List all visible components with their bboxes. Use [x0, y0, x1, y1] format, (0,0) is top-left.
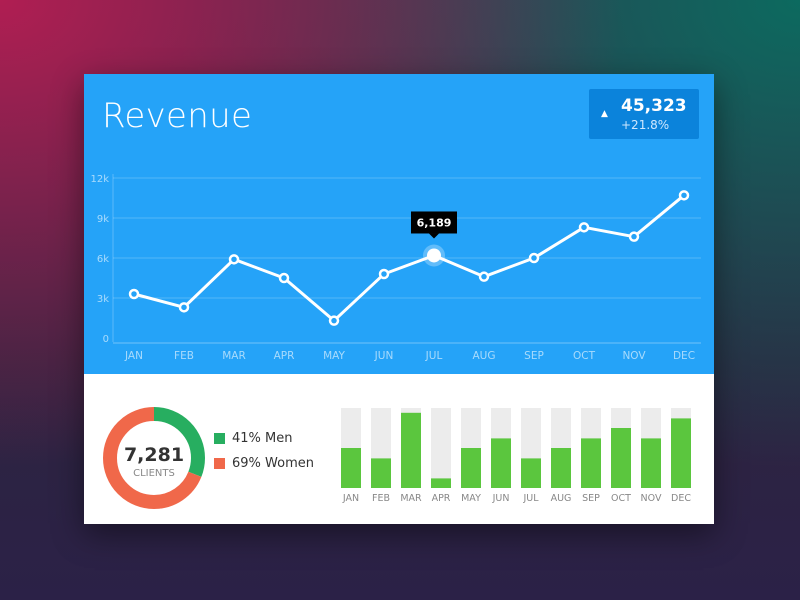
x-tick-label: NOV — [622, 350, 646, 362]
legend-label-men: 41% Men — [232, 431, 293, 446]
bar — [341, 448, 361, 488]
x-tick-label: MAY — [323, 350, 345, 362]
bar — [431, 478, 451, 488]
revenue-line-chart: 0 3k 6k 9k 12k JAN FEB MAR APR MAY JUN JUL AUG SEP OCT… — [90, 174, 701, 362]
bar-track — [431, 408, 451, 488]
x-tick-label: OCT — [573, 350, 596, 362]
x-tick-label: APR — [274, 350, 295, 362]
kpi-badge: ▲ 45,323 +21.8% — [589, 89, 699, 139]
y-tick-label: 9k — [97, 214, 109, 225]
bar-x-label: JUN — [492, 493, 510, 504]
y-tick-label: 12k — [90, 174, 109, 185]
bar — [461, 448, 481, 488]
data-point — [678, 190, 690, 201]
bar-x-label: DEC — [671, 493, 691, 504]
bar-x-label: SEP — [582, 493, 600, 504]
kpi-value: 45,323 — [621, 96, 687, 116]
data-point-highlight — [427, 248, 441, 263]
tooltip-label: 6,189 — [417, 216, 452, 229]
revenue-card: Revenue ▲ 45,323 +21.8% 0 3k 6k 9k 12k JAN FEB… — [84, 74, 714, 524]
bar-x-label: FEB — [372, 493, 390, 504]
bar-x-label: MAY — [461, 493, 481, 504]
bar — [491, 438, 511, 488]
revenue-panel: Revenue ▲ 45,323 +21.8% 0 3k 6k 9k 12k JAN FEB… — [84, 74, 714, 374]
bar — [551, 448, 571, 488]
bar — [371, 458, 391, 488]
clients-donut-chart: 7,281 CLIENTS — [103, 407, 205, 509]
x-tick-label: SEP — [524, 350, 544, 362]
triangle-up-icon: ▲ — [601, 109, 608, 119]
bar-x-label: NOV — [641, 493, 662, 504]
bar — [641, 438, 661, 488]
x-tick-label: JAN — [124, 350, 143, 362]
tooltip-pointer — [429, 233, 439, 239]
x-tick-label: JUN — [374, 350, 394, 362]
data-point — [328, 315, 340, 326]
bar — [671, 418, 691, 488]
revenue-series-line — [132, 193, 686, 323]
bar — [521, 458, 541, 488]
data-point — [528, 252, 540, 264]
y-tick-label: 6k — [97, 254, 109, 265]
x-tick-label: DEC — [673, 350, 695, 362]
data-point — [578, 222, 590, 233]
monthly-bar-chart: JAN FEB MAR APR MAY JUN JUL AUG SEP OCT NOV DEC — [341, 408, 691, 504]
data-point — [128, 288, 140, 300]
legend-item-women: 69% Women — [214, 451, 314, 476]
bar-x-label: JUL — [522, 493, 539, 504]
data-point — [278, 272, 290, 284]
x-tick-label: FEB — [174, 350, 194, 362]
bar-x-label: OCT — [611, 493, 631, 504]
donut-legend: 41% Men 69% Women — [214, 426, 314, 476]
y-tick-label: 3k — [97, 294, 109, 305]
bar — [401, 412, 421, 488]
bar — [581, 438, 601, 488]
clients-label: CLIENTS — [133, 468, 175, 479]
page-title: Revenue — [102, 96, 253, 136]
x-tick-label: JUL — [425, 350, 443, 362]
data-point — [178, 302, 190, 313]
legend-item-men: 41% Men — [214, 426, 314, 451]
y-tick-label: 0 — [103, 334, 109, 345]
x-tick-label: AUG — [472, 350, 495, 362]
x-tick-label: MAR — [222, 350, 246, 362]
data-point — [378, 268, 390, 280]
bar — [611, 428, 631, 488]
bar-x-label: JAN — [342, 493, 359, 504]
kpi-change: +21.8% — [621, 118, 670, 132]
legend-label-women: 69% Women — [232, 456, 314, 471]
men-swatch — [214, 433, 225, 444]
clients-count: 7,281 — [124, 444, 184, 466]
data-point — [228, 254, 240, 265]
donut-slice — [103, 407, 205, 509]
data-point — [478, 271, 490, 282]
bar-x-label: MAR — [400, 493, 422, 504]
women-swatch — [214, 458, 225, 469]
clients-panel: 7,281 CLIENTS 41% Men 69% Women JAN FEB MAR… — [84, 374, 714, 524]
bar-x-label: AUG — [551, 493, 572, 504]
data-point — [628, 231, 640, 242]
bar-x-label: APR — [432, 493, 451, 504]
tooltip-box — [411, 211, 457, 234]
